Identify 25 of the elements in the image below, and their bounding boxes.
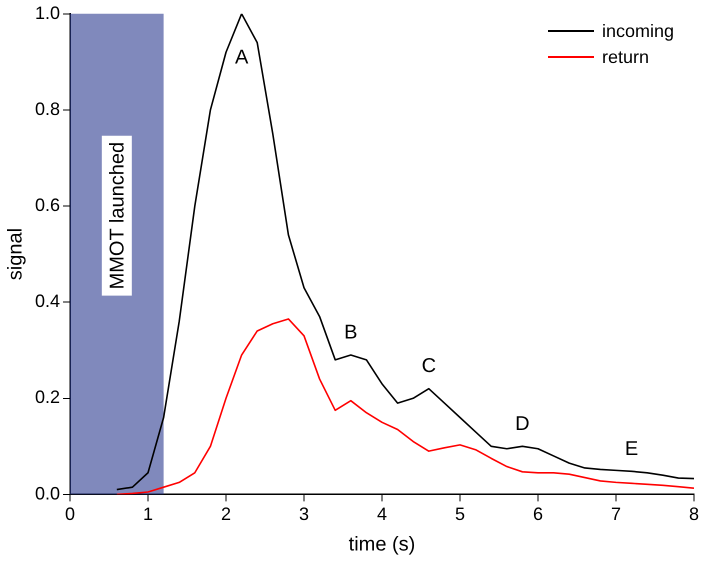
annotation: C bbox=[422, 355, 436, 378]
x-tick-label: 7 bbox=[610, 504, 622, 524]
x-tick-label: 5 bbox=[454, 504, 466, 524]
y-tick-label: 0.6 bbox=[34, 195, 60, 216]
legend-label: return bbox=[602, 46, 649, 68]
x-tick-label: 2 bbox=[221, 504, 232, 524]
x-tick-label: 6 bbox=[532, 504, 544, 524]
annotation: A bbox=[234, 46, 249, 68]
y-axis-title: signal bbox=[4, 228, 27, 280]
x-tick-label: 1 bbox=[143, 504, 154, 524]
band-label: MMOT launched bbox=[106, 142, 128, 290]
annotation: E bbox=[624, 438, 638, 460]
annotation: B bbox=[344, 322, 358, 344]
annotation: D bbox=[515, 412, 530, 435]
y-tick-label: 0.0 bbox=[34, 483, 60, 504]
legend-label: incoming bbox=[602, 20, 674, 42]
x-tick-label: 3 bbox=[299, 504, 310, 524]
x-tick-label: 4 bbox=[377, 504, 388, 524]
x-tick-label: 8 bbox=[688, 504, 699, 524]
x-axis-title: time (s) bbox=[348, 534, 416, 556]
y-tick-label: 0.2 bbox=[34, 387, 60, 408]
y-tick-label: 0.4 bbox=[34, 291, 60, 312]
y-tick-label: 1.0 bbox=[34, 2, 60, 23]
x-tick-label: 0 bbox=[65, 504, 76, 524]
y-tick-label: 0.8 bbox=[34, 98, 60, 119]
